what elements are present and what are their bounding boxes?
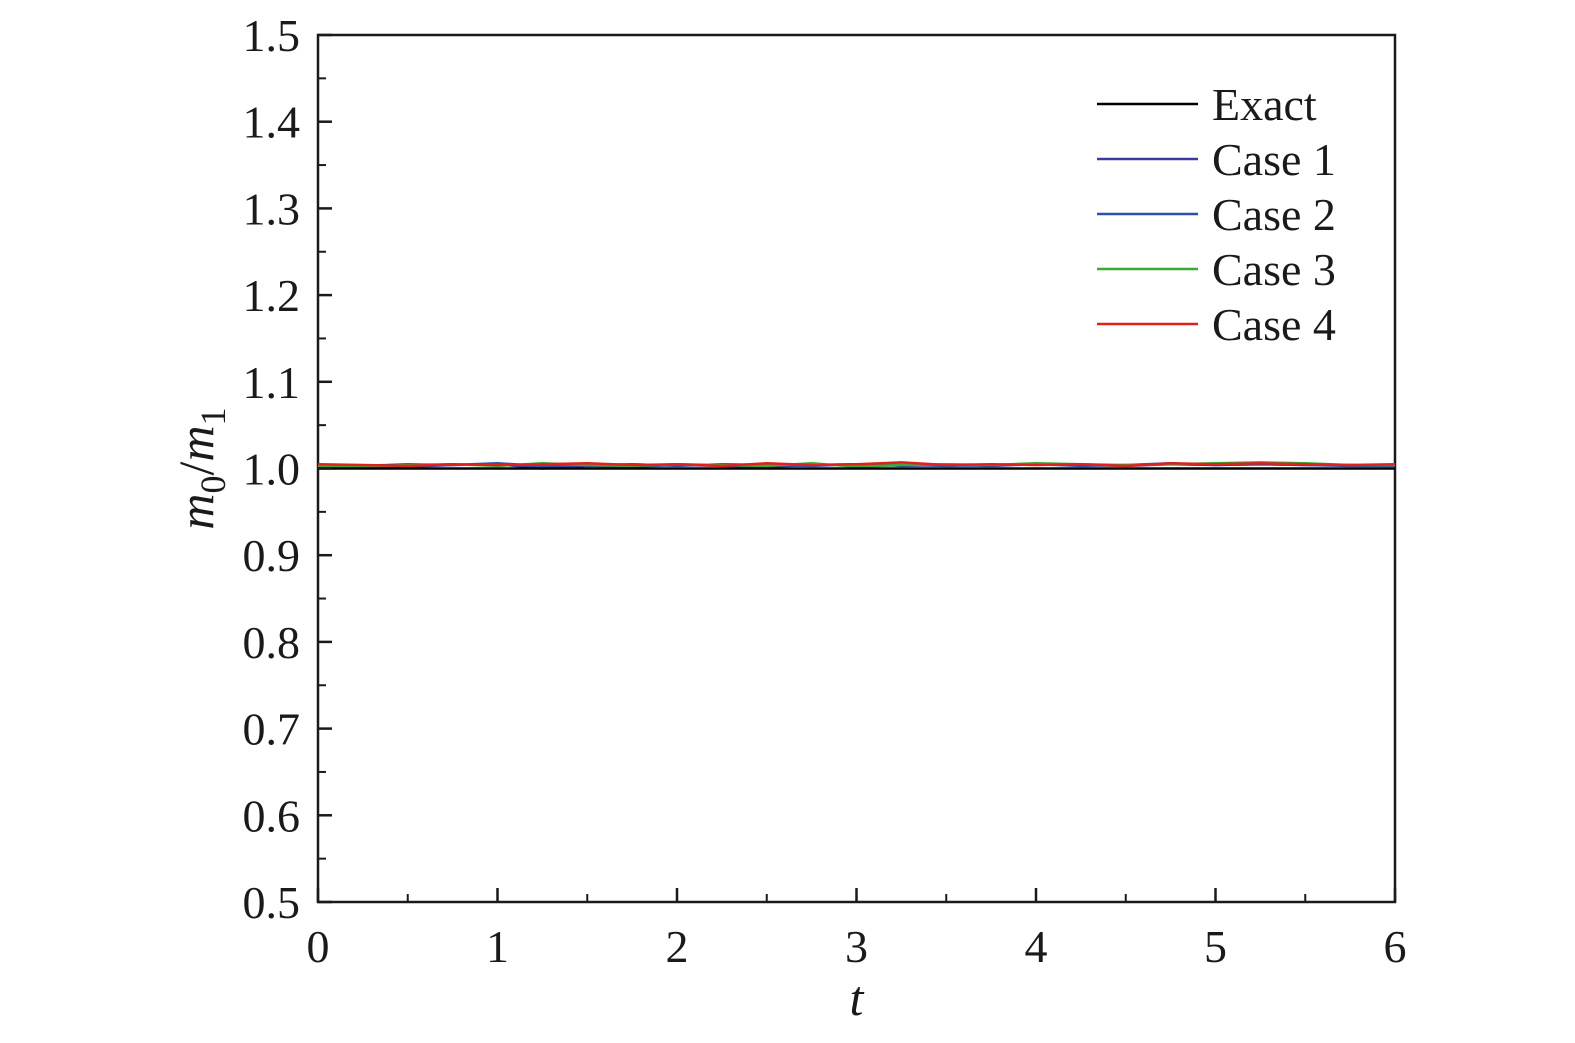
y-tick-label: 1.5: [243, 10, 301, 61]
y-label-sub0: 0: [193, 475, 233, 493]
x-axis-label: t: [850, 970, 865, 1026]
y-label-m1: m: [168, 425, 224, 461]
x-tick-label: 2: [666, 921, 689, 972]
y-tick-label: 0.7: [243, 704, 301, 755]
legend-label: Exact: [1212, 79, 1317, 130]
y-label-slash: /: [168, 461, 224, 475]
y-tick-label: 1.1: [243, 357, 301, 408]
x-tick-label: 0: [307, 921, 330, 972]
y-tick-label: 1.2: [243, 270, 301, 321]
x-tick-label: 3: [845, 921, 868, 972]
y-tick-label: 1.4: [243, 97, 301, 148]
legend-label: Case 2: [1212, 189, 1336, 240]
x-tick-label: 5: [1204, 921, 1227, 972]
y-tick-label: 0.5: [243, 877, 301, 928]
legend-label: Case 4: [1212, 299, 1336, 350]
x-tick-label: 6: [1384, 921, 1407, 972]
y-tick-label: 1.0: [243, 444, 301, 495]
legend-label: Case 3: [1212, 244, 1336, 295]
y-axis: 0.5 0.6 0.7 0.8 0.9 1.0 1.1 1.2 1.3 1.4 1.5: [243, 10, 332, 928]
y-label-m0: m: [168, 493, 224, 529]
series-layer: [317, 461, 1396, 470]
y-tick-label: 1.3: [243, 183, 301, 234]
y-tick-label: 0.9: [243, 530, 301, 581]
y-tick-label: 0.6: [243, 790, 301, 841]
x-tick-label: 1: [486, 921, 509, 972]
y-axis-label: m0/m1: [168, 407, 233, 529]
y-tick-label: 0.8: [243, 617, 301, 668]
y-label-sub1: 1: [193, 407, 233, 425]
legend-label: Case 1: [1212, 134, 1336, 185]
x-axis: 0 1 2 3 4 5 6: [307, 888, 1407, 972]
series-line-case-4: [317, 461, 1396, 468]
x-tick-label: 4: [1025, 921, 1048, 972]
